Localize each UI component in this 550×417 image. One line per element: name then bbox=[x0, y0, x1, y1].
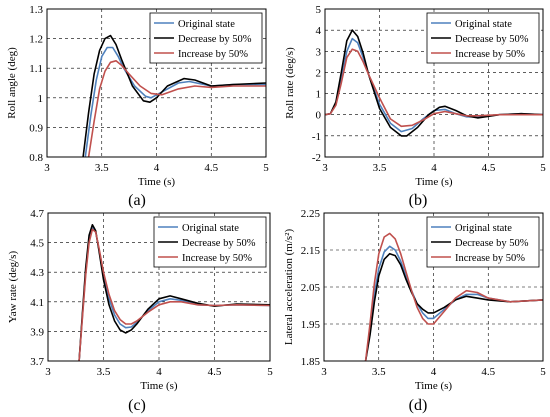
series-line-2 bbox=[364, 252, 543, 361]
x-tick-label: 4 bbox=[431, 162, 437, 174]
x-tick-label: 5 bbox=[263, 162, 269, 174]
plot-frame bbox=[46, 8, 267, 158]
legend: Original state Decrease by 50% Increase by… bbox=[153, 216, 267, 268]
y-tick-label: 4.1 bbox=[30, 297, 44, 309]
y-tick-label: 2.15 bbox=[301, 245, 321, 257]
legend: Original state Decrease by 50% Increase by… bbox=[426, 12, 540, 64]
x-tick-label: 4.5 bbox=[204, 162, 218, 174]
legend-label: Increase by 50% bbox=[455, 49, 525, 60]
panel-label: (a) bbox=[128, 192, 146, 209]
x-axis-title: Time (s) bbox=[138, 176, 176, 188]
y-tick-label: 1 bbox=[316, 89, 322, 101]
x-tick-label: 3 bbox=[321, 366, 327, 378]
y-tick-label: 1.2 bbox=[29, 34, 43, 46]
y-axis-title: Yaw rate (deg/s) bbox=[7, 251, 19, 324]
x-axis-title: Time (s) bbox=[140, 380, 178, 392]
x-tick-label: 5 bbox=[540, 162, 546, 174]
legend-label: Increase by 50% bbox=[455, 253, 525, 264]
legend-label: Decrease by 50% bbox=[455, 34, 529, 45]
series-line-1 bbox=[84, 46, 266, 157]
plot-frame bbox=[323, 212, 544, 362]
x-tick-label: 3.5 bbox=[372, 366, 386, 378]
y-tick-label: 5 bbox=[316, 4, 322, 16]
y-tick-label: 1.95 bbox=[301, 319, 321, 331]
y-tick-label: 4.5 bbox=[30, 238, 44, 250]
legend-label: Increase by 50% bbox=[182, 253, 252, 264]
y-tick-label: 1 bbox=[38, 93, 44, 105]
y-tick-label: 2.05 bbox=[301, 282, 321, 294]
plot-frame bbox=[47, 212, 271, 362]
series-line-3 bbox=[87, 59, 266, 157]
legend: Original state Decrease by 50% Increase by… bbox=[426, 216, 540, 268]
y-tick-label: -2 bbox=[312, 152, 321, 164]
legend-label: Decrease by 50% bbox=[182, 238, 256, 249]
x-tick-label: 5 bbox=[540, 366, 546, 378]
x-tick-label: 4 bbox=[156, 366, 162, 378]
legend-label: Increase by 50% bbox=[178, 49, 248, 60]
plot-frame bbox=[324, 8, 544, 158]
x-tick-label: 4.5 bbox=[208, 366, 222, 378]
y-tick-label: 1.85 bbox=[301, 356, 321, 368]
panel-label: (c) bbox=[128, 397, 146, 414]
legend: Original state Decrease by 50% Increase by… bbox=[149, 12, 263, 64]
y-axis-title: Roll angle (deg) bbox=[6, 47, 18, 119]
x-axis-title: Time (s) bbox=[415, 380, 453, 392]
y-tick-label: 0.9 bbox=[29, 122, 43, 134]
y-tick-label: 2 bbox=[316, 67, 322, 79]
y-tick-label: 3.9 bbox=[30, 326, 44, 338]
y-tick-label: 3 bbox=[316, 46, 322, 58]
x-tick-label: 4 bbox=[431, 366, 437, 378]
x-tick-label: 3.5 bbox=[97, 366, 111, 378]
y-tick-label: 0 bbox=[316, 110, 322, 122]
y-tick-label: 4.7 bbox=[30, 208, 44, 220]
legend-label: Original state bbox=[178, 19, 235, 30]
legend-label: Decrease by 50% bbox=[178, 34, 252, 45]
y-tick-label: 1.3 bbox=[29, 4, 43, 16]
panel-label: (b) bbox=[409, 192, 428, 209]
y-axis-title: Roll rate (deg/s) bbox=[284, 47, 296, 119]
legend-label: Original state bbox=[455, 223, 512, 234]
chart-panel-4: 3 3.5 4 4.5 5 1.85 1.95 2.05 2.15 2.25 Time (s) Lat… bbox=[283, 208, 546, 414]
y-tick-label: 4.3 bbox=[30, 267, 44, 279]
x-tick-label: 4.5 bbox=[481, 366, 495, 378]
x-axis-title: Time (s) bbox=[415, 176, 453, 188]
x-tick-label: 3 bbox=[44, 162, 50, 174]
y-tick-label: -1 bbox=[312, 131, 321, 143]
y-tick-label: 4 bbox=[316, 25, 322, 37]
legend-label: Original state bbox=[182, 223, 239, 234]
chart-panel-2: 3 3.5 4 4.5 5 -2 -1 0 1 2 3 4 5 Time (s) Roll rate (de… bbox=[284, 4, 546, 209]
series-line-2 bbox=[78, 224, 270, 361]
y-axis-title: Lateral acceleration (m/s²) bbox=[283, 229, 295, 346]
chart-panel-1: 3 3.5 4 4.5 5 0.8 0.9 1 1.1 1.2 1.3 Time (s) Roll an… bbox=[6, 4, 269, 209]
x-tick-label: 4 bbox=[154, 162, 160, 174]
panel-label: (d) bbox=[409, 397, 428, 414]
x-tick-label: 4.5 bbox=[482, 162, 496, 174]
y-tick-label: 0.8 bbox=[29, 152, 43, 164]
x-tick-label: 3 bbox=[322, 162, 328, 174]
series-line-3 bbox=[364, 232, 543, 361]
series-line-2 bbox=[82, 34, 266, 157]
series-line-3 bbox=[325, 48, 543, 128]
legend-label: Decrease by 50% bbox=[455, 238, 529, 249]
legend-label: Original state bbox=[455, 19, 512, 30]
x-tick-label: 5 bbox=[267, 366, 273, 378]
y-tick-label: 1.1 bbox=[29, 63, 43, 75]
series-line-3 bbox=[78, 228, 270, 361]
y-tick-label: 3.7 bbox=[30, 356, 44, 368]
x-tick-label: 3.5 bbox=[95, 162, 109, 174]
y-tick-label: 2.25 bbox=[301, 208, 321, 220]
x-tick-label: 3.5 bbox=[373, 162, 387, 174]
chart-panel-3: 3 3.5 4 4.5 5 3.7 3.9 4.1 4.3 4.5 4.7 Time (s) Yaw r… bbox=[7, 208, 273, 414]
x-tick-label: 3 bbox=[45, 366, 51, 378]
